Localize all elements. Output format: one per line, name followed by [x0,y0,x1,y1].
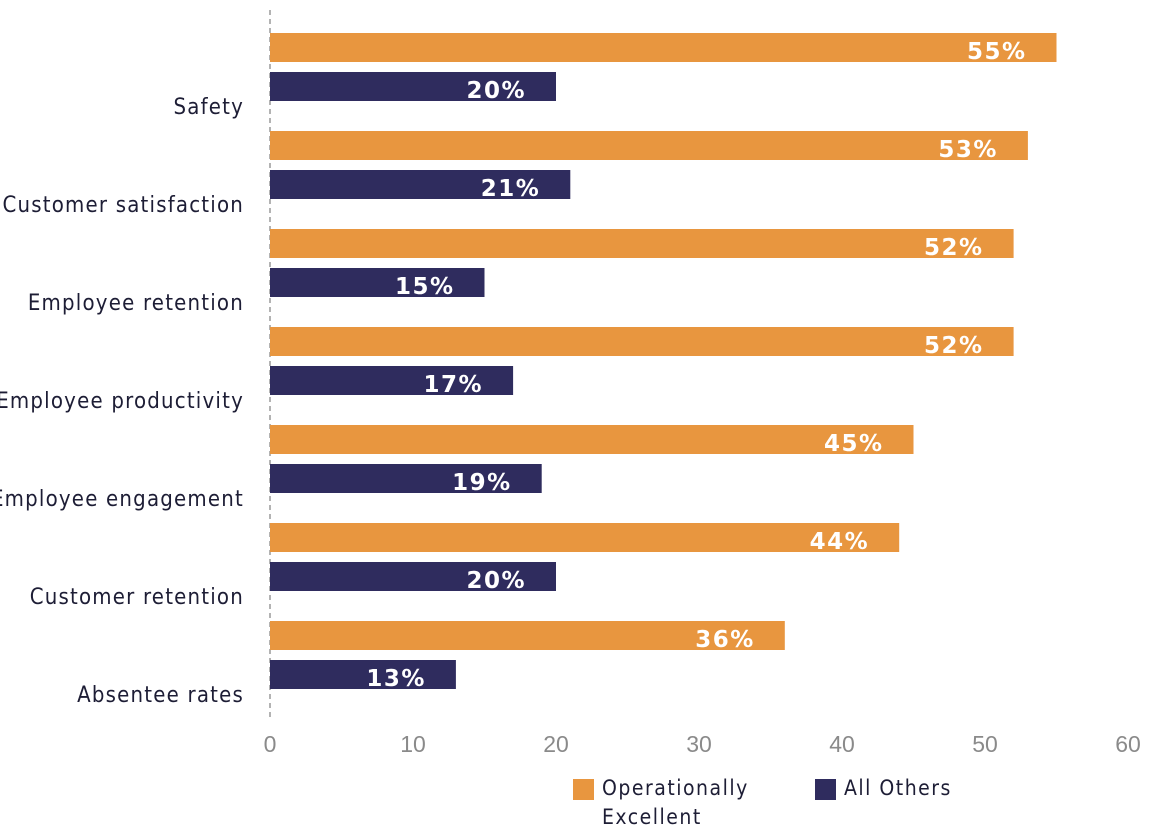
data-label: 53% [938,137,998,163]
bar-all-others [270,464,542,493]
category-label: Employee retention [28,291,244,316]
data-label: 44% [810,529,870,555]
x-tick-label: 10 [400,731,426,757]
category-label: Absentee rates [77,683,244,708]
category-label: Customer satisfaction [2,193,244,218]
legend-item-all-others: All Others [815,774,952,832]
data-label: 45% [824,431,884,457]
data-label: 19% [452,470,512,496]
bar-all-others [270,660,456,689]
bar-operationally-excellent [270,523,900,552]
data-label: 55% [967,39,1027,65]
bar-chart: Safety 55% 20% Customer satisfaction 53% 21% E… [0,10,1141,757]
category-label: Customer retention [30,585,244,610]
legend-swatch-all-others [815,779,836,800]
bar-operationally-excellent [270,33,1057,62]
legend-label-operationally-excellent: Operationally Excellent [602,776,749,829]
data-label: 13% [366,666,426,692]
bar-operationally-excellent [270,621,785,650]
data-label: 36% [695,627,755,653]
legend-swatch-operationally-excellent [573,779,594,800]
bar-all-others [270,562,556,591]
bar-operationally-excellent [270,425,914,454]
bar-all-others [270,72,556,101]
legend-item-operationally-excellent: Operationally Excellent [573,774,777,832]
x-tick-label: 0 [264,731,277,757]
data-label: 52% [924,235,984,261]
data-label: 20% [466,568,526,594]
data-label: 20% [466,78,526,104]
x-tick-label: 20 [543,731,569,757]
x-tick-label: 30 [686,731,712,757]
bar-operationally-excellent [270,229,1014,258]
data-label: 52% [924,333,984,359]
bar-all-others [270,170,571,199]
data-label: 21% [481,176,541,202]
legend-label-all-others: All Others [844,776,952,800]
category-label: Safety [173,95,244,120]
category-label: Employee productivity [0,389,244,414]
data-label: 15% [395,274,455,300]
x-tick-label: 60 [1115,731,1141,757]
category-label: Employee engagement [0,487,244,512]
bar-operationally-excellent [270,327,1014,356]
x-tick-label: 50 [972,731,998,757]
legend: Operationally Excellent All Others [573,774,952,832]
x-tick-label: 40 [829,731,855,757]
bar-operationally-excellent [270,131,1028,160]
bar-all-others [270,366,514,395]
data-label: 17% [424,372,484,398]
bar-all-others [270,268,485,297]
